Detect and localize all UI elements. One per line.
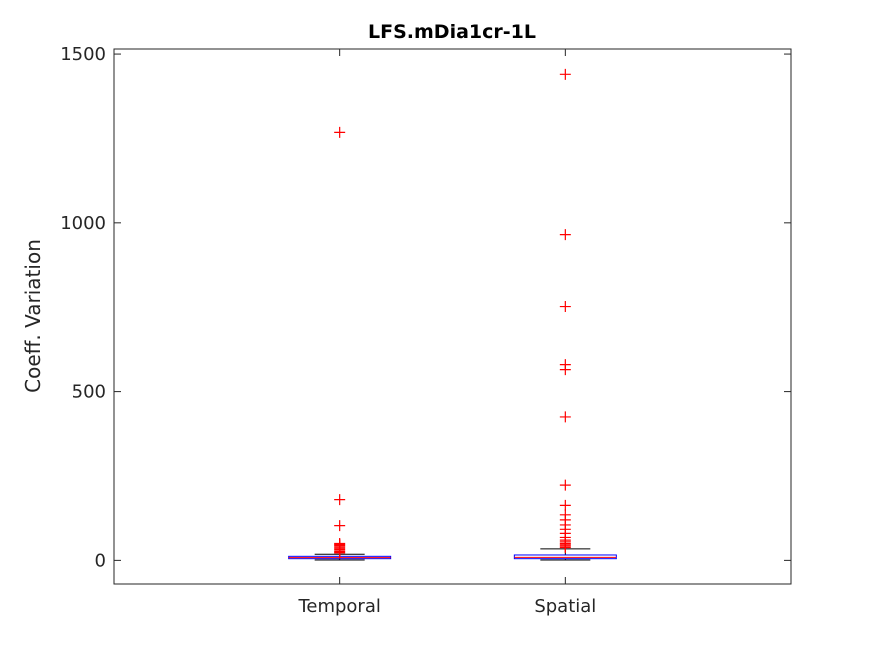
y-tick-label: 1500 [60, 44, 106, 65]
x-tick-label: Temporal [297, 596, 380, 617]
plot-area [113, 48, 792, 585]
outlier-point [559, 542, 571, 554]
outlier-point [334, 126, 346, 138]
outlier-point [559, 411, 571, 423]
outlier-point [559, 479, 571, 491]
outlier-point [559, 499, 571, 511]
y-axis-ticks: 0 500 1000 1500 [60, 44, 791, 571]
outlier-point [334, 494, 346, 506]
box-spatial [513, 68, 617, 561]
box-temporal [288, 126, 392, 561]
outlier-point [559, 229, 571, 241]
outlier-point [334, 547, 346, 559]
outlier-point [559, 301, 571, 313]
y-axis-label: Coeff. Variation [21, 239, 45, 393]
y-tick-label: 0 [95, 550, 106, 571]
y-tick-label: 500 [72, 382, 106, 403]
x-axis-ticks: Temporal Spatial [297, 49, 596, 617]
chart-title: LFS.mDia1cr-1L [368, 21, 536, 43]
x-tick-label: Spatial [534, 596, 596, 617]
box-series [288, 68, 617, 561]
iqr-box [513, 554, 617, 560]
outlier-point [559, 364, 571, 376]
y-tick-label: 1000 [60, 213, 106, 234]
outlier-point [334, 520, 346, 532]
outlier-point [559, 68, 571, 80]
